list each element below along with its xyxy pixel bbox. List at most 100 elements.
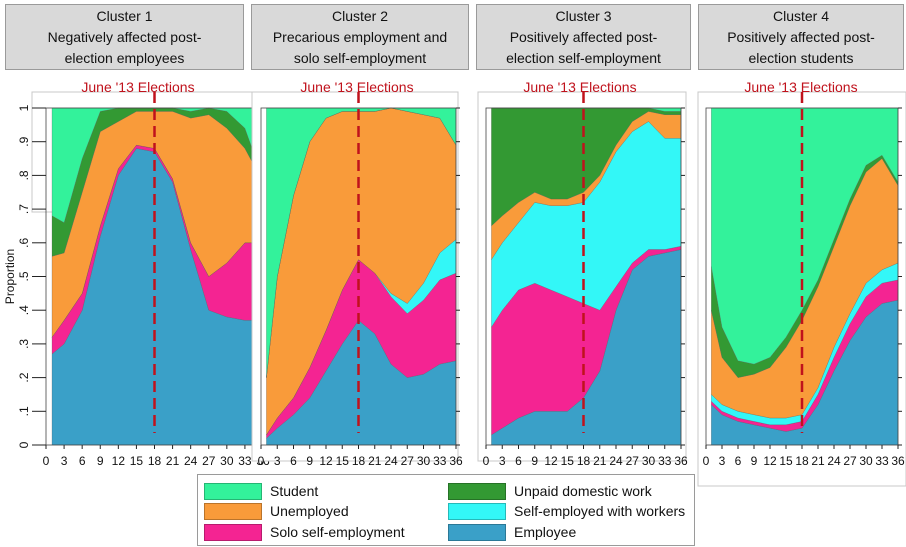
cluster-1-title-line1: Cluster 1: [96, 7, 153, 24]
x-tick-label-27-cluster-3: 27: [626, 454, 640, 468]
legend-label-employee: Employee: [514, 524, 577, 540]
y-tick-label-9: .9: [17, 136, 31, 146]
y-tick-label-6: .6: [17, 237, 31, 247]
legend-label-self-employed-with-workers: Self-employed with workers: [514, 503, 686, 519]
legend-item-self-employed-with-workers: Self-employed with workers: [448, 501, 685, 521]
x-tick-label-0-cluster-3: 0: [483, 454, 490, 468]
cluster-1-title-line3: election employees: [64, 49, 185, 66]
x-tick-label-36-cluster-4: 36: [891, 454, 905, 468]
cluster-1-title-line2: Negatively affected post-: [47, 28, 202, 45]
x-tick-label-12-cluster-2: 12: [319, 454, 333, 468]
x-tick-label-9-cluster-4: 9: [751, 454, 758, 468]
legend-swatch-self-employed-with-workers: [448, 502, 506, 520]
x-tick-label-33-cluster-3: 33: [658, 454, 672, 468]
y-tick-label-8: .8: [17, 170, 31, 180]
legend-swatch-student: [204, 482, 262, 500]
cluster-2-title: Cluster 2 Precarious employment and solo…: [251, 4, 469, 70]
cluster-2-title-line2: Precarious employment and: [272, 28, 448, 45]
x-tick-label-30-cluster-4: 30: [859, 454, 873, 468]
x-tick-label-18-cluster-4: 18: [795, 454, 809, 468]
legend-item-student: Student: [204, 481, 318, 501]
x-tick-label-12-cluster-4: 12: [763, 454, 777, 468]
legend-label-unemployed: Unemployed: [270, 503, 349, 519]
x-tick-label-12-cluster-1: 12: [112, 454, 126, 468]
legend-item-solo-self-employment: Solo self-employment: [204, 522, 405, 542]
legend-swatch-unpaid-domestic-work: [448, 482, 506, 500]
x-tick-label-24-cluster-2: 24: [384, 454, 398, 468]
cluster-1-title: Cluster 1 Negatively affected post- elec…: [5, 4, 244, 70]
x-tick-label-3-cluster-4: 3: [719, 454, 726, 468]
x-tick-label-15-cluster-2: 15: [336, 454, 350, 468]
x-tick-label-27-cluster-4: 27: [843, 454, 857, 468]
x-tick-label-36-cluster-3: 36: [674, 454, 688, 468]
x-tick-label-9-cluster-3: 9: [531, 454, 538, 468]
x-tick-label-6-cluster-4: 6: [735, 454, 742, 468]
election-label-cluster-2: June '13 Elections: [300, 79, 413, 95]
y-axis-label: Proportion: [3, 249, 17, 304]
x-tick-label-21-cluster-2: 21: [368, 454, 382, 468]
x-tick-label-3-cluster-1: 3: [61, 454, 68, 468]
x-tick-label-27-cluster-1: 27: [202, 454, 216, 468]
chart-legend: Student Unpaid domestic work Unemployed …: [197, 474, 695, 546]
x-tick-label-30-cluster-3: 30: [642, 454, 656, 468]
x-tick-label-0-cluster-1: 0: [43, 454, 50, 468]
cluster-4-title: Cluster 4 Positively affected post- elec…: [698, 4, 904, 70]
election-label-cluster-1: June '13 Elections: [81, 79, 194, 95]
y-tick-label-3: .3: [17, 339, 31, 349]
y-tick-label-4: .4: [17, 305, 31, 315]
cluster-2-title-line1: Cluster 2: [331, 7, 389, 24]
x-tick-label-15-cluster-1: 15: [130, 454, 144, 468]
legend-label-solo-self-employment: Solo self-employment: [270, 524, 405, 540]
x-tick-label-0-cluster-2: 0: [258, 454, 265, 468]
x-tick-label-15-cluster-4: 15: [779, 454, 793, 468]
x-tick-label-6-cluster-1: 6: [79, 454, 86, 468]
x-tick-label-27-cluster-2: 27: [401, 454, 415, 468]
y-tick-label-2: .2: [17, 372, 31, 382]
legend-item-employee: Employee: [448, 522, 576, 542]
x-tick-label-0-cluster-4: 0: [703, 454, 710, 468]
y-tick-label-10: 1: [17, 104, 31, 111]
legend-swatch-employee: [448, 523, 506, 541]
legend-label-student: Student: [270, 483, 319, 499]
y-tick-label-5: .5: [17, 271, 31, 281]
x-tick-label-21-cluster-4: 21: [811, 454, 825, 468]
cluster-2-title-line3: solo self-employment: [293, 49, 427, 66]
x-tick-label-18-cluster-3: 18: [577, 454, 591, 468]
y-tick-label-1: .1: [17, 406, 31, 416]
x-tick-label-3-cluster-2: 3: [274, 454, 281, 468]
x-tick-label-24-cluster-4: 24: [827, 454, 841, 468]
cluster-4-title-line3: election students: [748, 49, 854, 66]
election-label-cluster-3: June '13 Elections: [523, 79, 636, 95]
cluster-3-title-line2: Positively affected post-: [509, 28, 658, 45]
x-tick-label-33-cluster-4: 33: [875, 454, 889, 468]
cluster-3-title-line3: election self-employment: [506, 49, 661, 66]
x-tick-label-6-cluster-3: 6: [515, 454, 522, 468]
legend-label-unpaid-domestic-work: Unpaid domestic work: [514, 483, 652, 499]
x-tick-label-30-cluster-1: 30: [220, 454, 234, 468]
legend-swatch-solo-self-employment: [204, 523, 262, 541]
election-label-cluster-4: June '13 Elections: [744, 79, 857, 95]
x-tick-label-9-cluster-1: 9: [97, 454, 104, 468]
x-tick-label-9-cluster-2: 9: [306, 454, 313, 468]
cluster-4-title-line2: Positively affected post-: [727, 28, 875, 45]
legend-item-unpaid-domestic-work: Unpaid domestic work: [448, 481, 652, 501]
legend-swatch-unemployed: [204, 502, 262, 520]
x-tick-label-21-cluster-1: 21: [166, 454, 180, 468]
x-tick-label-36-cluster-2: 36: [449, 454, 463, 468]
x-tick-label-21-cluster-3: 21: [593, 454, 607, 468]
y-tick-label-7: .7: [17, 204, 31, 214]
x-tick-label-24-cluster-1: 24: [184, 454, 198, 468]
x-tick-label-18-cluster-2: 18: [352, 454, 366, 468]
y-tick-label-0: 0: [17, 441, 31, 448]
x-tick-label-33-cluster-2: 33: [433, 454, 447, 468]
x-tick-label-15-cluster-3: 15: [561, 454, 575, 468]
x-tick-label-24-cluster-3: 24: [609, 454, 623, 468]
x-tick-label-30-cluster-2: 30: [417, 454, 431, 468]
x-tick-label-3-cluster-3: 3: [499, 454, 506, 468]
cluster-3-title-line1: Cluster 3: [555, 7, 612, 24]
x-tick-label-18-cluster-1: 18: [148, 454, 162, 468]
